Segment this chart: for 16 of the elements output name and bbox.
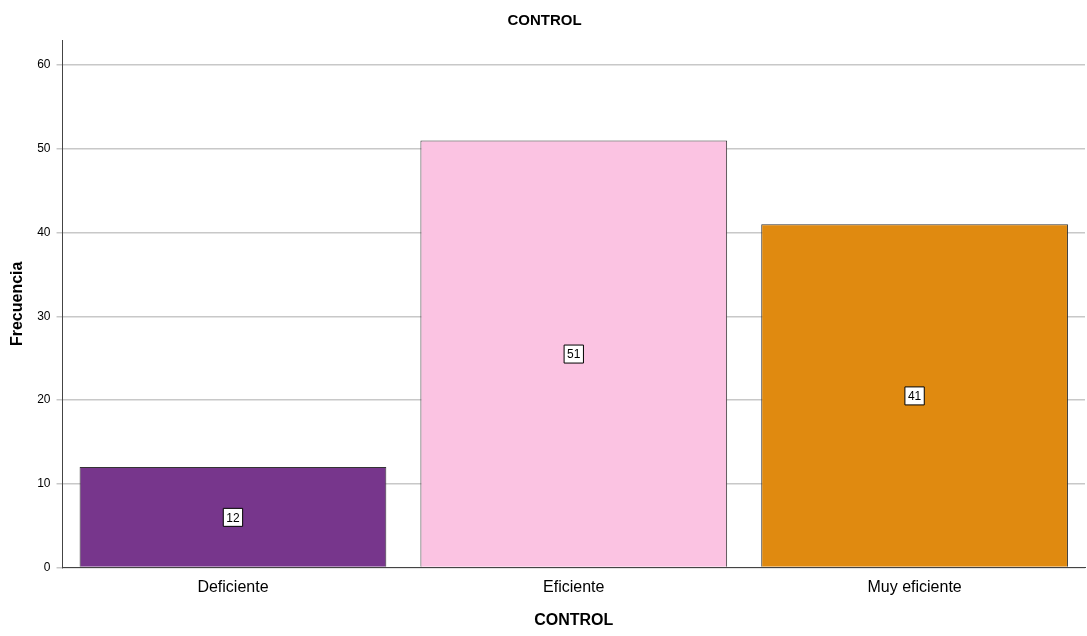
y-tick-label: 50 [37, 141, 51, 156]
chart-title: CONTROL [507, 11, 582, 29]
y-tick-label: 30 [37, 308, 51, 323]
y-tick-label: 0 [43, 559, 51, 574]
data-label: 51 [567, 347, 581, 362]
x-tick-label: Eficiente [543, 577, 605, 595]
data-label: 41 [907, 389, 922, 404]
y-tick-label: 60 [37, 57, 51, 72]
y-tick-label: 20 [37, 392, 51, 407]
x-tick-label: Deficiente [197, 577, 269, 595]
x-tick-label: Muy eficiente [867, 577, 962, 595]
y-tick-label: 10 [37, 476, 51, 491]
y-tick-label: 40 [37, 224, 51, 239]
x-axis-title: CONTROL [534, 610, 614, 628]
y-axis-title: Frecuencia [8, 261, 26, 347]
data-label: 12 [226, 510, 240, 525]
